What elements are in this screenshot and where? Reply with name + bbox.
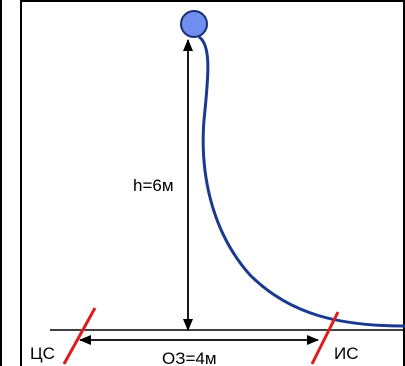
right-point-label: ИС (334, 344, 359, 363)
left-point-label: ЦС (30, 344, 55, 363)
right-point-marker (310, 311, 340, 365)
left-point-marker (62, 307, 97, 365)
height-label: h=6м (133, 176, 174, 195)
trajectory-curve (198, 35, 405, 328)
ball-icon (180, 10, 208, 38)
distance-label: ОЗ=4м (162, 349, 217, 366)
